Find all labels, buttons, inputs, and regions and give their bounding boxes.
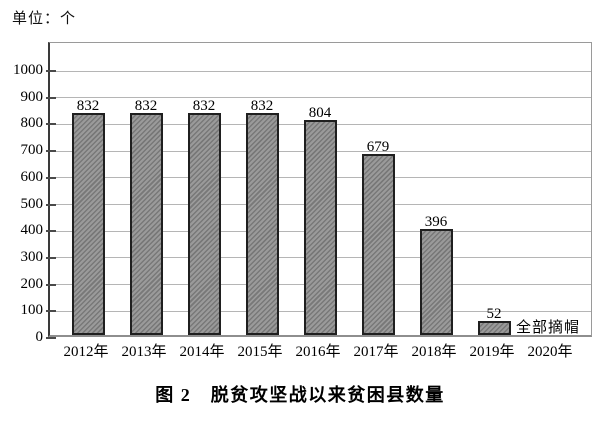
x-axis-label: 2013年: [121, 344, 167, 360]
x-axis-label: 2014年: [179, 344, 225, 360]
y-tick-label: 300: [20, 248, 44, 265]
bar-value-label: 396: [424, 214, 448, 231]
gridline: [50, 97, 591, 99]
x-axis-label: 2018年: [411, 344, 457, 360]
y-tick-mark: [46, 310, 56, 313]
x-axis-label: 2017年: [353, 344, 399, 360]
x-axis-label: 2015年: [237, 344, 283, 360]
y-tick-mark: [46, 203, 56, 206]
gridline: [50, 70, 591, 72]
bar-value-label: 832: [134, 97, 158, 114]
x-axis-label: 2016年: [295, 344, 341, 360]
y-tick-mark: [46, 256, 56, 259]
x-axis-label: 2012年: [63, 344, 109, 360]
y-tick-label: 600: [20, 168, 44, 185]
y-tick-label: 900: [20, 88, 44, 105]
plot-area: 832 832 832 832 804 679 396 52: [46, 42, 592, 339]
bar-value-label: 52: [486, 306, 502, 323]
y-tick-mark: [46, 176, 56, 179]
y-tick-label: 1000: [13, 62, 43, 78]
y-tick-mark: [46, 150, 56, 153]
y-tick-mark: [46, 283, 56, 286]
bar: [129, 112, 163, 335]
bar-value-label: 832: [250, 97, 274, 114]
unit-label: 单位：个: [12, 11, 77, 27]
y-tick-label: 700: [20, 142, 44, 159]
y-tick-label: 200: [20, 275, 44, 292]
y-tick-label: 0: [35, 329, 44, 345]
y-tick-mark: [46, 70, 56, 72]
bar-value-label: 679: [366, 138, 390, 155]
bar: [361, 153, 395, 335]
y-tick-label: 400: [20, 222, 44, 239]
annotation-label: 全部摘帽: [516, 320, 581, 336]
bar: [419, 229, 453, 335]
bar: [303, 120, 337, 335]
bar: [187, 112, 221, 335]
bar: [477, 321, 511, 335]
bar: [245, 112, 279, 335]
figure-title: 图 2 脱贫攻坚战以来贫困县数量: [155, 385, 445, 405]
x-axis-label: 2019年: [469, 344, 515, 360]
y-tick-label: 800: [20, 115, 44, 132]
y-tick-mark: [46, 96, 56, 99]
bar: [71, 112, 105, 335]
y-tick-mark: [46, 337, 56, 339]
bar-value-label: 832: [76, 97, 100, 114]
y-tick-mark: [46, 123, 56, 126]
x-axis-label: 2020年: [527, 344, 573, 360]
bar-value-label: 832: [192, 97, 216, 114]
y-tick-label: 500: [20, 195, 44, 212]
y-tick-mark: [46, 230, 56, 233]
bar-value-label: 804: [308, 105, 332, 122]
y-tick-label: 100: [20, 302, 44, 319]
